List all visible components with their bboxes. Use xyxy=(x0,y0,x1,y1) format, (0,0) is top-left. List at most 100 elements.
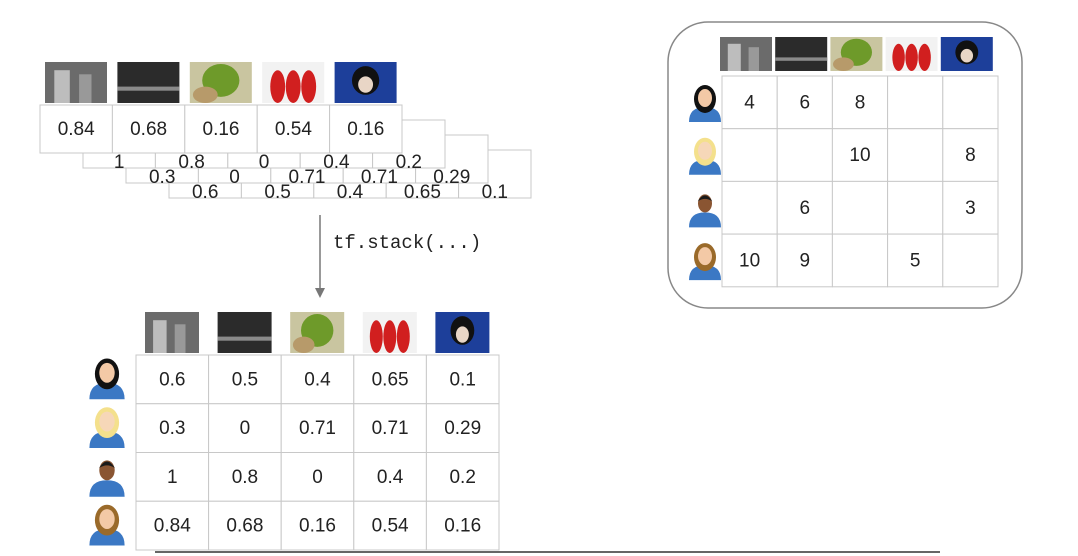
avatar-shirt xyxy=(89,382,125,400)
user-avatar xyxy=(689,194,721,228)
sparse-value: 4 xyxy=(744,92,755,113)
stack-value: 1 xyxy=(114,152,125,173)
avatar-face xyxy=(99,509,115,529)
user-avatar xyxy=(689,243,721,281)
dense-value: 0.84 xyxy=(154,516,191,537)
sparse-cell xyxy=(721,128,778,182)
dense-cell xyxy=(208,403,282,453)
sparse-cell xyxy=(721,75,778,130)
movie-poster xyxy=(45,62,107,103)
sparse-value: 3 xyxy=(965,198,976,219)
stack-value: 0.54 xyxy=(275,119,312,140)
dense-value: 0.71 xyxy=(299,418,336,439)
dense-cell xyxy=(208,500,282,551)
dense-value: 0.1 xyxy=(449,369,475,390)
dense-cell xyxy=(353,354,427,405)
dense-value: 0 xyxy=(312,467,323,488)
stack-value: 0.65 xyxy=(404,182,441,203)
avatar-shirt xyxy=(89,431,125,448)
dense-cell xyxy=(425,354,500,405)
sparse-value: 5 xyxy=(910,250,921,271)
movie-poster xyxy=(262,62,325,103)
dense-value: 1 xyxy=(167,467,178,488)
movie-poster xyxy=(940,37,993,71)
sparse-cell xyxy=(887,233,944,288)
stack-value: 0.16 xyxy=(203,119,240,140)
poster-band xyxy=(117,86,180,91)
poster-figure xyxy=(153,320,167,353)
dense-cell xyxy=(135,500,210,551)
avatar-face xyxy=(99,362,115,383)
dense-cell xyxy=(425,403,500,453)
dense-value: 0.16 xyxy=(444,516,481,537)
poster-figure xyxy=(174,324,186,353)
avatar-hair xyxy=(99,461,115,469)
stack-value: 0.4 xyxy=(323,152,350,173)
stack-value: 0.5 xyxy=(264,182,290,203)
user-avatar xyxy=(89,460,125,497)
sparse-cell xyxy=(942,75,999,130)
avatar-shirt xyxy=(89,528,125,546)
stack-value: 0.68 xyxy=(130,119,167,140)
dense-value: 0.3 xyxy=(159,418,185,439)
poster-figure xyxy=(292,336,315,353)
arrow-head xyxy=(315,288,325,298)
stack-value: 0.84 xyxy=(58,119,95,140)
poster-figure xyxy=(192,86,218,104)
user-avatar xyxy=(689,85,721,122)
movie-poster xyxy=(720,37,772,71)
sparse-value: 6 xyxy=(800,198,811,219)
poster-face xyxy=(455,326,469,343)
stack-cell xyxy=(256,104,331,154)
dense-value: 0.4 xyxy=(377,467,404,488)
dense-value: 0.6 xyxy=(159,369,185,390)
user-avatar xyxy=(89,407,125,448)
avatar-shirt xyxy=(689,212,721,228)
sparse-cell xyxy=(776,128,833,182)
sparse-cell xyxy=(887,128,944,182)
dense-cell xyxy=(280,452,355,502)
stack-value: 0.71 xyxy=(289,167,326,188)
poster-figure xyxy=(301,70,317,103)
poster-figure xyxy=(270,70,286,103)
movie-poster xyxy=(334,62,397,103)
dense-value: 0.5 xyxy=(232,369,258,390)
movie-poster xyxy=(189,62,252,104)
poster-band xyxy=(217,336,272,341)
sparse-value: 8 xyxy=(855,92,866,113)
stack-value: 0.2 xyxy=(396,152,422,173)
sparse-cell xyxy=(942,233,999,288)
sparse-cell xyxy=(887,75,944,130)
stack-value: 0.6 xyxy=(192,182,218,203)
dense-cell xyxy=(135,452,210,502)
sparse-cell xyxy=(721,233,778,288)
sparse-value: 10 xyxy=(849,145,870,166)
poster-figure xyxy=(79,74,92,103)
stack-value: 0.8 xyxy=(178,152,204,173)
sparse-value: 6 xyxy=(800,92,811,113)
sparse-value: 10 xyxy=(739,250,760,271)
stack-cell xyxy=(111,104,186,154)
avatar-shirt xyxy=(89,480,125,497)
dense-value: 0.54 xyxy=(372,516,409,537)
poster-figure xyxy=(285,70,301,103)
dense-value: 0.2 xyxy=(449,467,475,488)
stack-cell xyxy=(184,104,258,154)
dense-value: 0.16 xyxy=(299,516,336,537)
stack-value: 0.29 xyxy=(433,167,470,188)
user-avatar xyxy=(89,504,125,546)
dense-cell xyxy=(353,500,427,551)
stack-value: 0.1 xyxy=(482,182,508,203)
dense-cell xyxy=(425,500,500,551)
avatar-hair xyxy=(697,195,713,202)
dense-value: 0.8 xyxy=(232,467,258,488)
avatar-face xyxy=(698,247,712,266)
movie-poster xyxy=(885,37,938,71)
sparse-cell xyxy=(942,128,999,182)
poster-figure xyxy=(383,320,397,353)
stack-value: 0.4 xyxy=(337,182,364,203)
sparse-value: 8 xyxy=(965,145,976,166)
movie-poster xyxy=(435,312,490,353)
dense-cell xyxy=(280,403,355,453)
